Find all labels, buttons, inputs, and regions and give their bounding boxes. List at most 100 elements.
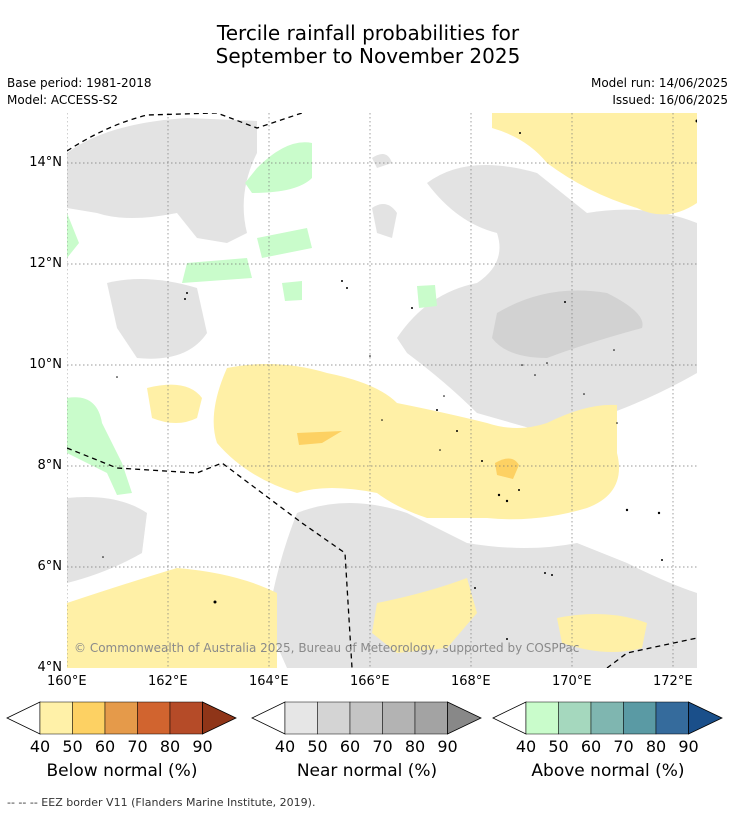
below-normal-tick-50: 50 — [62, 737, 83, 756]
near-normal-over-arrow — [447, 701, 482, 735]
above-normal-over-arrow — [688, 701, 723, 735]
near-normal-tick-60: 60 — [339, 737, 361, 756]
above-normal-patch-5 — [67, 213, 79, 258]
below-normal-swatches — [39, 701, 203, 735]
near-normal-region-west — [107, 279, 207, 359]
below-normal-region-northeast — [492, 113, 697, 215]
title-line-2: September to November 2025 — [215, 44, 521, 68]
above-normal-tick-80: 80 — [645, 737, 667, 756]
above-normal-patch-3 — [282, 281, 302, 301]
near-normal-patch-2 — [372, 204, 397, 238]
above-normal-swatch-5 — [655, 701, 689, 735]
below-normal-region-southwest — [67, 568, 277, 668]
eez-legend-note: -- -- -- EEZ border V11 (Flanders Marine… — [7, 796, 316, 809]
lon-label-160e: 160°E — [47, 674, 87, 689]
above-normal-under-arrow — [492, 701, 527, 735]
issued-date: Issued: 16/06/2025 — [612, 93, 728, 107]
copyright-notice: © Commonwealth of Australia 2025, Bureau… — [74, 641, 580, 655]
lat-label-10n: 10°N — [29, 357, 62, 372]
below-normal-swatch-4 — [137, 701, 171, 735]
above-normal-patch-2 — [182, 258, 252, 283]
near-normal-region-southwest — [67, 497, 147, 583]
probability-map — [67, 113, 697, 668]
above-normal-swatch-4 — [623, 701, 657, 735]
near-normal-tick-50: 50 — [307, 737, 328, 756]
lon-label-172e: 172°E — [653, 674, 693, 689]
below-normal-50-patch-2 — [495, 458, 519, 479]
near-normal-swatches — [284, 701, 448, 735]
lat-label-4n: 4°N — [37, 660, 63, 675]
below-normal-tick-60: 60 — [94, 737, 116, 756]
below-normal-swatch-1 — [39, 701, 73, 735]
above-normal-tick-60: 60 — [580, 737, 602, 756]
title-line-1: Tercile rainfall probabilities for — [216, 21, 520, 45]
near-normal-50-areas — [492, 290, 643, 358]
lon-label-162e: 162°E — [148, 674, 188, 689]
near-normal-title: Near normal (%) — [296, 761, 438, 781]
below-normal-tick-40: 40 — [29, 737, 51, 756]
above-normal-title: Above normal (%) — [531, 761, 685, 781]
below-normal-region-southeast — [557, 614, 647, 652]
above-normal-tick-90: 90 — [678, 737, 699, 756]
above-normal-swatch-3 — [590, 701, 624, 735]
below-normal-swatch-3 — [104, 701, 138, 735]
below-normal-50-areas — [297, 431, 519, 479]
model-name: Model: ACCESS-S2 — [7, 93, 119, 107]
above-normal-region-north — [245, 142, 312, 193]
base-period: Base period: 1981-2018 — [7, 76, 152, 90]
near-normal-tick-70: 70 — [372, 737, 393, 756]
colorbar-near-normal — [251, 701, 482, 735]
below-normal-tick-80: 80 — [159, 737, 181, 756]
below-normal-swatch-5 — [169, 701, 203, 735]
below-normal-areas — [67, 113, 697, 668]
near-normal-swatch-5 — [414, 701, 448, 735]
above-normal-tick-50: 50 — [548, 737, 569, 756]
model-run: Model run: 14/06/2025 — [590, 76, 728, 90]
near-normal-swatch-3 — [349, 701, 383, 735]
above-normal-region-west — [67, 397, 132, 495]
near-normal-under-arrow — [251, 701, 286, 735]
below-normal-tick-70: 70 — [127, 737, 148, 756]
below-normal-swatch-2 — [72, 701, 106, 735]
near-normal-tick-80: 80 — [404, 737, 426, 756]
lon-label-166e: 166°E — [350, 674, 390, 689]
lon-label-170e: 170°E — [552, 674, 592, 689]
near-normal-region-north — [67, 118, 257, 243]
map-title: Tercile rainfall probabilities for Septe… — [0, 22, 736, 68]
lat-label-6n: 6°N — [37, 559, 63, 574]
near-normal-50-region — [492, 290, 643, 358]
near-normal-swatch-2 — [317, 701, 351, 735]
lon-label-164e: 164°E — [249, 674, 289, 689]
below-normal-region-central — [213, 364, 619, 520]
below-normal-tick-90: 90 — [192, 737, 213, 756]
map-canvas — [67, 113, 697, 668]
meta-left: Base period: 1981-2018 Model: ACCESS-S2 — [7, 75, 152, 109]
meta-right: Model run: 14/06/2025 Issued: 16/06/2025 — [591, 75, 728, 109]
near-normal-swatch-1 — [284, 701, 318, 735]
near-normal-patch-1 — [372, 154, 392, 168]
colorbar-above-normal — [492, 701, 723, 735]
map-grid — [67, 113, 697, 668]
lat-label-8n: 8°N — [37, 458, 63, 473]
above-normal-swatches — [525, 701, 689, 735]
above-normal-tick-70: 70 — [613, 737, 634, 756]
below-normal-50-patch-1 — [297, 431, 342, 445]
colorbar-below-normal — [6, 701, 237, 735]
near-normal-tick-40: 40 — [274, 737, 296, 756]
eez-border — [67, 113, 697, 668]
above-normal-swatch-1 — [525, 701, 559, 735]
above-normal-areas — [67, 142, 437, 495]
below-normal-region-south — [372, 578, 477, 653]
below-normal-region-west — [147, 384, 202, 423]
near-normal-swatch-4 — [382, 701, 416, 735]
above-normal-swatch-2 — [558, 701, 592, 735]
lat-label-12n: 12°N — [29, 256, 62, 271]
above-normal-tick-40: 40 — [515, 737, 537, 756]
above-normal-patch-4 — [417, 285, 437, 308]
islands — [102, 119, 697, 640]
below-normal-under-arrow — [6, 701, 41, 735]
lon-label-168e: 168°E — [451, 674, 491, 689]
above-normal-patch-1 — [257, 228, 312, 258]
near-normal-tick-90: 90 — [437, 737, 458, 756]
lat-label-14n: 14°N — [29, 155, 62, 170]
